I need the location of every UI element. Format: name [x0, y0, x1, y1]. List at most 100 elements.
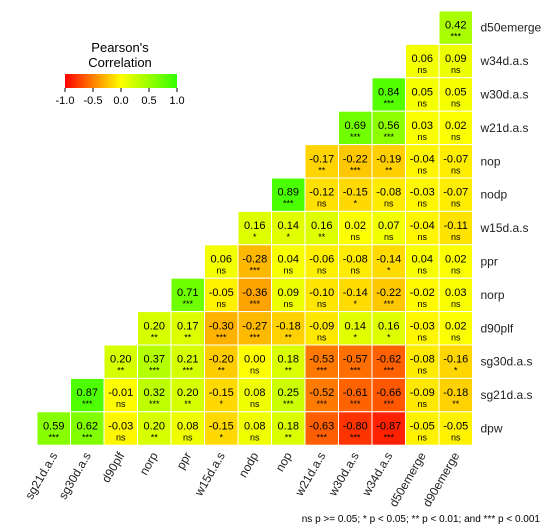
- cell-fill: [371, 311, 406, 346]
- cell-value-label: -0.66: [376, 387, 401, 399]
- heatmap-cell: -0.15*: [204, 411, 239, 446]
- significance-footnote: ns p >= 0.05; * p < 0.05; ** p < 0.01; a…: [302, 514, 541, 525]
- cell-value-label: 0.06: [211, 254, 232, 266]
- cell-significance-label: ns: [451, 132, 461, 142]
- heatmap-cell: 0.37***: [137, 344, 172, 379]
- cell-fill: [338, 144, 373, 179]
- heatmap-cell: 0.59***: [36, 411, 71, 446]
- cell-value-label: -0.15: [343, 187, 368, 199]
- cell-value-label: -0.87: [376, 421, 401, 433]
- cell-value-label: 0.02: [445, 254, 466, 266]
- column-label: nop: [273, 449, 295, 474]
- cell-significance-label: ***: [350, 399, 361, 409]
- cell-significance-label: ns: [451, 299, 461, 309]
- cell-fill: [103, 377, 138, 413]
- cell-fill: [237, 377, 272, 413]
- row-label: w30d.a.s: [480, 88, 529, 102]
- cell-value-label: -0.05: [410, 421, 435, 433]
- cell-value-label: -0.14: [376, 254, 401, 266]
- cell-value-label: -0.02: [410, 287, 435, 299]
- cell-value-label: 0.69: [345, 120, 366, 132]
- cell-value-label: -0.10: [309, 287, 334, 299]
- cell-value-label: 0.20: [177, 387, 198, 399]
- heatmap-cell: -0.66***: [371, 377, 406, 413]
- cell-value-label: 0.08: [244, 421, 265, 433]
- cell-significance-label: ns: [417, 65, 427, 75]
- row-label: w34d.a.s: [480, 54, 529, 68]
- cell-value-label: -0.09: [410, 387, 435, 399]
- cell-value-label: -0.52: [309, 387, 334, 399]
- row-label: sg30d.a.s: [481, 355, 533, 369]
- heatmap-cell: -0.22***: [338, 144, 373, 179]
- cell-significance-label: ***: [283, 199, 294, 209]
- column-label: nodp: [236, 449, 262, 479]
- heatmap-cell: 0.89***: [271, 177, 306, 212]
- cell-significance-label: *: [353, 199, 357, 209]
- cell-fill: [438, 377, 473, 413]
- cell-significance-label: ns: [216, 299, 226, 309]
- cell-fill: [438, 244, 473, 279]
- cell-significance-label: ns: [417, 433, 427, 443]
- cell-significance-label: ***: [249, 299, 260, 309]
- cell-fill: [338, 377, 373, 413]
- cell-significance-label: *: [454, 366, 458, 376]
- cell-significance-label: ***: [283, 399, 294, 409]
- cell-value-label: 0.08: [244, 387, 265, 399]
- cell-fill: [405, 43, 440, 79]
- heatmap-cell: 0.20**: [170, 377, 205, 413]
- cell-value-label: -0.09: [309, 320, 334, 332]
- heatmap-cell: 0.18**: [271, 411, 306, 446]
- cell-significance-label: ***: [316, 433, 327, 443]
- cell-significance-label: ***: [82, 433, 93, 443]
- cell-significance-label: **: [184, 399, 192, 409]
- heatmap-cell: 0.32***: [137, 377, 172, 413]
- cell-fill: [137, 411, 172, 446]
- heatmap-cell: 0.20**: [137, 411, 172, 446]
- cell-fill: [103, 344, 138, 379]
- row-label: w21d.a.s: [480, 121, 529, 135]
- cell-significance-label: *: [353, 332, 357, 342]
- heatmap-cell: 0.25***: [271, 377, 306, 413]
- cell-fill: [405, 77, 440, 112]
- heatmap-cell: -0.53***: [304, 344, 339, 379]
- column-label: sg30d.a.s: [56, 450, 94, 502]
- row-label: norp: [481, 288, 505, 302]
- cell-value-label: 0.87: [77, 387, 98, 399]
- cell-value-label: -0.27: [242, 320, 267, 332]
- row-label: d90plf: [481, 321, 514, 335]
- cell-fill: [304, 344, 339, 379]
- heatmap-cell: -0.28***: [237, 244, 272, 279]
- cell-fill: [371, 344, 406, 379]
- cell-value-label: 0.18: [278, 354, 299, 366]
- cell-significance-label: ns: [250, 366, 260, 376]
- cell-significance-label: ***: [82, 399, 93, 409]
- cell-fill: [371, 144, 406, 179]
- heatmap-cell: -0.22***: [371, 277, 406, 313]
- heatmap-cell: -0.20**: [204, 344, 239, 379]
- heatmap-cell: 0.84***: [371, 77, 406, 112]
- cell-fill: [371, 377, 406, 413]
- cell-value-label: 0.20: [144, 320, 165, 332]
- column-label: w15d.a.s: [191, 450, 228, 499]
- cell-fill: [338, 177, 373, 212]
- cell-significance-label: ns: [417, 266, 427, 276]
- heatmap-cell: 0.71***: [170, 277, 205, 313]
- cell-significance-label: ***: [383, 399, 394, 409]
- cell-significance-label: ns: [451, 165, 461, 175]
- cell-value-label: -0.57: [343, 354, 368, 366]
- cell-significance-label: ***: [383, 299, 394, 309]
- cell-significance-label: ***: [149, 399, 160, 409]
- legend-title-line1: Pearson's: [91, 40, 149, 55]
- heatmap-cell: -0.80***: [338, 411, 373, 446]
- cell-value-label: 0.62: [77, 421, 98, 433]
